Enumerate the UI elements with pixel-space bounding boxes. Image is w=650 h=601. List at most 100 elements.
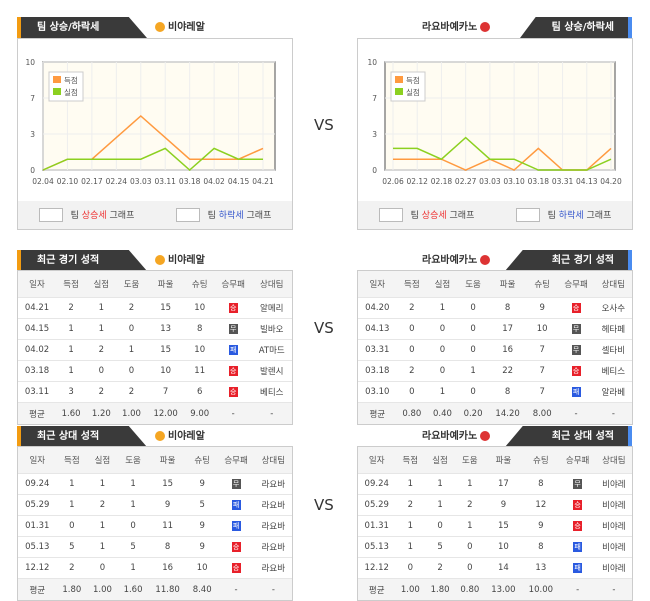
table-cell: 1 xyxy=(86,319,116,340)
table-cell: 10 xyxy=(527,319,558,340)
table-cell: 1 xyxy=(118,558,149,579)
column-header: 슈팅 xyxy=(187,447,218,474)
result-cell: 승 xyxy=(215,361,252,382)
table-cell: 1 xyxy=(87,474,118,495)
y-tick-label: 0 xyxy=(30,166,35,175)
away-team-label: 라요바예카노 xyxy=(422,17,493,38)
y-tick-label: 7 xyxy=(30,94,35,103)
result-cell: 패 xyxy=(560,558,596,579)
result-cell: 무 xyxy=(215,319,252,340)
table-cell: 11 xyxy=(185,361,215,382)
column-header: 상대팀 xyxy=(595,271,632,298)
table-cell: 1 xyxy=(427,382,458,403)
average-cell: 평균 xyxy=(18,403,56,425)
table-cell: 0 xyxy=(87,558,118,579)
table-cell: 9 xyxy=(148,495,187,516)
legend-swatch xyxy=(395,76,403,83)
table-cell: 1 xyxy=(116,340,146,361)
result-cell: 승 xyxy=(557,298,594,319)
legend-up-text: 상승세 xyxy=(422,211,447,221)
result-badge: 패 xyxy=(573,563,582,573)
result-badge: 무 xyxy=(572,345,581,355)
x-tick-label: 03.11 xyxy=(154,177,176,186)
table-cell: 04.15 xyxy=(18,319,56,340)
result-badge: 무 xyxy=(572,324,581,334)
result-cell: 승 xyxy=(215,298,252,319)
result-cell: 패 xyxy=(557,382,594,403)
table-cell: 22 xyxy=(488,361,527,382)
column-header: 실점 xyxy=(425,447,455,474)
column-header: 승무패 xyxy=(217,447,254,474)
result-cell: 승 xyxy=(557,361,594,382)
table-cell: 15 xyxy=(148,474,187,495)
legend-label: 실점 xyxy=(406,87,420,97)
table-cell: 9 xyxy=(187,516,218,537)
table-cell: 1 xyxy=(455,474,485,495)
column-header: 도움 xyxy=(116,271,146,298)
away-team-name: 라요바예카노 xyxy=(422,255,477,266)
column-header: 일자 xyxy=(358,271,397,298)
table-cell: 05.13 xyxy=(18,537,57,558)
table-cell: 14 xyxy=(485,558,522,579)
table-cell: 알라베 xyxy=(595,382,632,403)
table-cell: 03.10 xyxy=(358,382,397,403)
table-cell: 1 xyxy=(425,474,455,495)
result-cell: 패 xyxy=(217,516,254,537)
table-cell: 0 xyxy=(118,516,149,537)
table-cell: 0 xyxy=(458,340,489,361)
legend-text: 팀 xyxy=(208,211,216,221)
down-graph-icon xyxy=(176,208,200,222)
column-header: 실점 xyxy=(427,271,458,298)
legend-swatch xyxy=(53,88,61,95)
table-cell: 베티스 xyxy=(252,382,292,403)
table-cell: 2 xyxy=(397,298,428,319)
table-cell: 2 xyxy=(57,558,88,579)
up-graph-icon xyxy=(379,208,403,222)
result-cell: 승 xyxy=(217,558,254,579)
result-cell: 승 xyxy=(215,382,252,403)
table-cell: 8 xyxy=(488,298,527,319)
x-tick-label: 04.13 xyxy=(576,177,598,186)
table-cell: 05.29 xyxy=(18,495,57,516)
table-cell: 5 xyxy=(425,537,455,558)
table-cell: 9 xyxy=(522,516,559,537)
result-cell: 무 xyxy=(557,340,594,361)
away-team-label: 라요바예카노 xyxy=(422,250,493,271)
table-cell: 2 xyxy=(116,382,146,403)
table-cell: 0 xyxy=(427,319,458,340)
legend-swatch xyxy=(53,76,61,83)
result-badge: 패 xyxy=(229,345,238,355)
legend-text: 그래프 xyxy=(450,211,475,221)
result-badge: 무 xyxy=(232,479,241,489)
x-tick-label: 04.02 xyxy=(203,177,225,186)
result-cell: 무 xyxy=(557,319,594,340)
table-cell: 2 xyxy=(116,298,146,319)
away-team-logo-icon xyxy=(480,255,490,265)
table-cell: 1 xyxy=(425,495,455,516)
table-cell: 1 xyxy=(395,474,425,495)
table-cell: 비야레 xyxy=(596,495,632,516)
y-tick-label: 10 xyxy=(367,58,377,67)
table-cell: 1 xyxy=(118,495,149,516)
recent-header-home: 최근 경기 성적 xyxy=(17,250,147,271)
table-cell: 04.21 xyxy=(18,298,56,319)
table-cell: 1 xyxy=(56,319,86,340)
table-cell: 라요바 xyxy=(255,537,292,558)
